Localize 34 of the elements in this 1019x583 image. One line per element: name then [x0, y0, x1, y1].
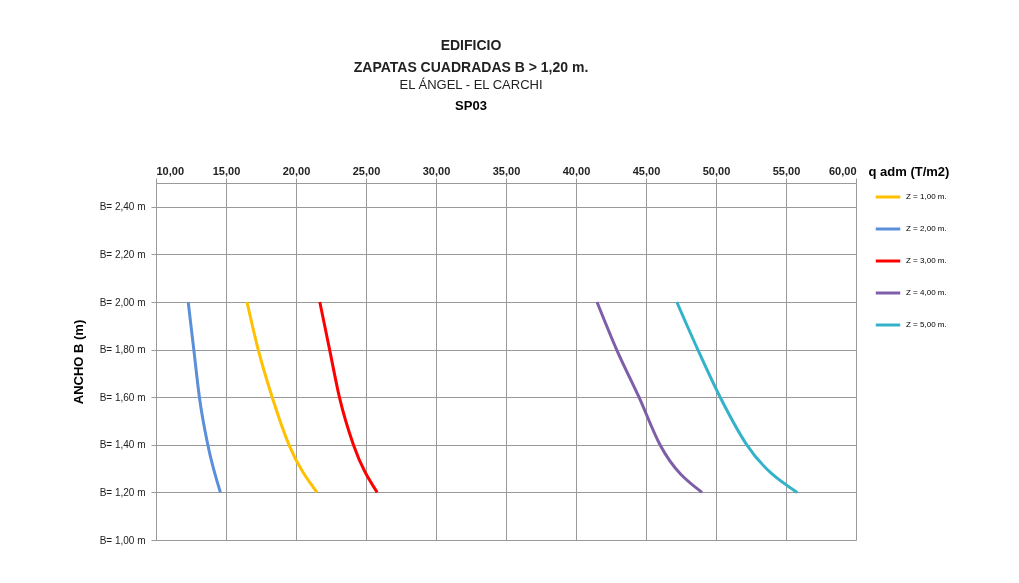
line-series: [245, 300, 319, 494]
x-tick-label: 30,00: [422, 164, 451, 177]
x-tick-label: 20,00: [282, 164, 311, 177]
x-tick-label: 45,00: [632, 164, 661, 177]
y-tick-label: B= 1,40 m: [99, 439, 146, 451]
x-tick-label: 40,00: [562, 164, 591, 177]
line-series: [318, 300, 379, 494]
line-series: [675, 300, 799, 494]
y-tick-label: B= 2,20 m: [99, 248, 146, 260]
y-tick-label: B= 2,00 m: [99, 296, 146, 308]
x-tick-label: 50,00: [702, 164, 731, 177]
legend-label: Z = 3,00 m.: [906, 256, 947, 265]
x-tick-label: 15,00: [212, 164, 241, 177]
legend-label: Z = 2,00 m.: [906, 224, 947, 233]
y-tick-label: B= 1,60 m: [99, 391, 146, 403]
legend-label: Z = 4,00 m.: [906, 288, 947, 297]
chart-subtitle: EL ÁNGEL - EL CARCHI: [399, 77, 543, 92]
line-series: [186, 300, 222, 494]
x-tick-label: 35,00: [492, 164, 521, 177]
x-tick-label: 25,00: [352, 164, 381, 177]
y-tick-label: B= 1,80 m: [99, 344, 146, 356]
legend-label: Z = 5,00 m.: [906, 320, 947, 329]
legend-label: Z = 1,00 m.: [906, 192, 947, 201]
x-axis-title: q adm (T/m2): [868, 163, 950, 179]
y-tick-label: B= 1,20 m: [99, 486, 146, 498]
line-series: [595, 300, 704, 494]
y-tick-label: B= 2,40 m: [99, 201, 146, 213]
text: SP03: [455, 98, 487, 113]
chart-title: EDIFICIO ZAPATAS CUADRADAS B > 1,20 m.: [353, 37, 589, 75]
y-tick-label: B= 1,00 m: [99, 534, 146, 546]
x-tick-label: 55,00: [772, 164, 801, 177]
y-axis-title: ANCHO B (m): [70, 319, 86, 405]
x-tick-label: 10,00: [156, 164, 185, 177]
x-tick-label: 60,00: [828, 164, 857, 177]
